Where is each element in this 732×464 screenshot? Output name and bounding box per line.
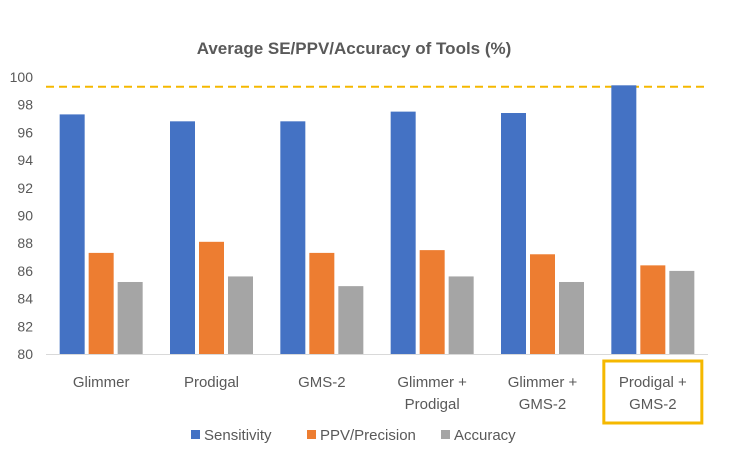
x-tick-label: GMS-2 [629, 396, 677, 413]
bar-ppv-precision [419, 250, 445, 354]
highlight-box [602, 359, 704, 425]
bar-sensitivity [170, 121, 195, 354]
x-tick-label: GMS-2 [519, 396, 567, 413]
bar-ppv-precision [199, 241, 224, 354]
bar-ppv-precision [309, 252, 335, 354]
y-tick-label: 86 [17, 263, 33, 279]
x-tick-label: Prodigal + [619, 374, 687, 391]
bar-ppv-precision [530, 254, 555, 354]
legend-swatch [441, 430, 450, 439]
x-tick-label: Glimmer + [508, 374, 578, 391]
x-tick-label: Prodigal [184, 374, 239, 391]
x-tick-label: Glimmer + [397, 374, 467, 391]
bar-sensitivity [390, 111, 416, 354]
y-tick-label: 80 [17, 346, 33, 362]
y-tick-label: 98 [17, 97, 33, 113]
bar-sensitivity [280, 121, 306, 354]
y-tick-label: 94 [17, 152, 33, 168]
y-tick-label: 90 [17, 208, 33, 224]
bar-accuracy [117, 281, 143, 354]
y-tick-label: 96 [17, 124, 33, 140]
chart-title: Average SE/PPV/Accuracy of Tools (%) [197, 39, 512, 58]
y-tick-label: 88 [17, 235, 33, 251]
y-tick-label: 84 [17, 291, 33, 307]
bar-accuracy [228, 276, 253, 354]
bar-ppv-precision [640, 265, 666, 354]
x-tick-label: GMS-2 [298, 374, 346, 391]
bar-sensitivity [59, 114, 85, 355]
bar-sensitivity [501, 113, 526, 354]
bar-accuracy [669, 270, 695, 354]
bar-accuracy [338, 286, 364, 354]
bar-sensitivity [611, 85, 637, 354]
legend-swatch [191, 430, 200, 439]
x-tick-label: Glimmer [73, 374, 130, 391]
legend-label: Accuracy [454, 427, 516, 444]
y-tick-label: 92 [17, 180, 33, 196]
bar-accuracy [559, 281, 584, 354]
x-tick-label: Prodigal [405, 396, 460, 413]
legend-label: Sensitivity [204, 427, 272, 444]
bar-ppv-precision [88, 252, 114, 354]
bar-accuracy [448, 276, 474, 354]
y-tick-label: 100 [10, 69, 34, 85]
legend-swatch [307, 430, 316, 439]
legend-label: PPV/Precision [320, 427, 416, 444]
y-tick-label: 82 [17, 318, 33, 334]
